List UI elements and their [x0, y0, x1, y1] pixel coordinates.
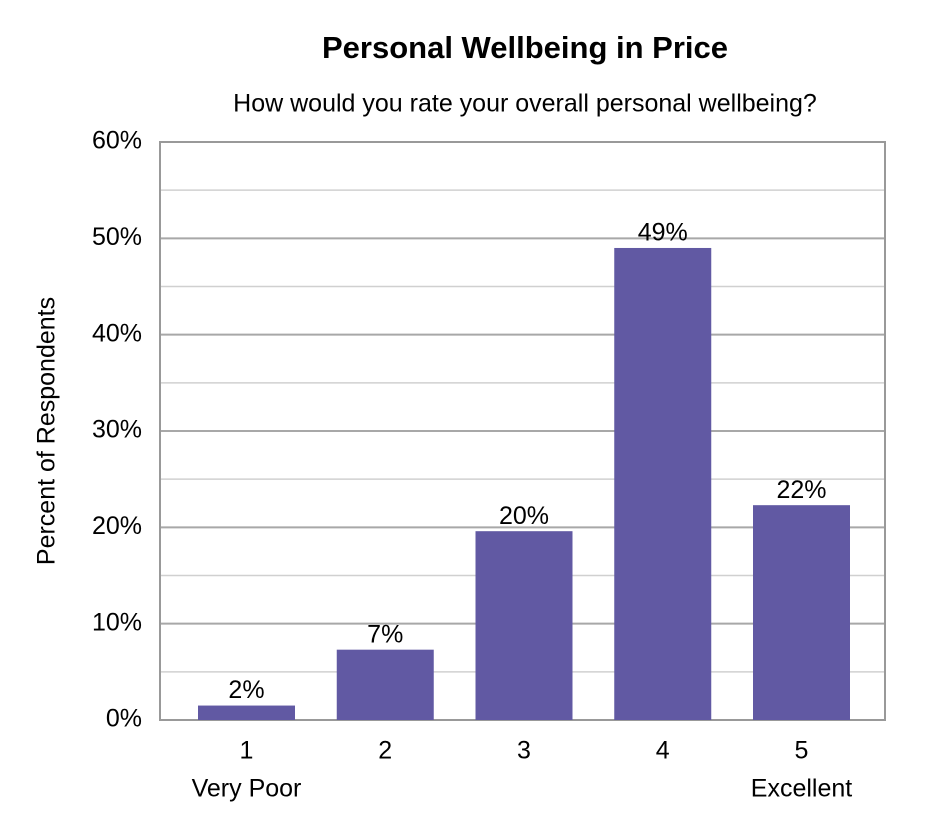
y-tick-label: 60%: [92, 127, 142, 155]
value-label: 2%: [228, 676, 264, 704]
bar: [753, 505, 850, 720]
chart-subtitle: How would you rate your overall personal…: [233, 90, 817, 118]
chart-title: Personal Wellbeing in Price: [322, 30, 728, 65]
x-tick-label: 1: [240, 737, 254, 765]
x-tick-label: 4: [656, 737, 670, 765]
y-tick-label: 20%: [92, 512, 142, 540]
x-tick-label: 2: [378, 737, 392, 765]
y-axis-label: Percent of Respondents: [33, 297, 61, 565]
y-tick-label: 40%: [92, 319, 142, 347]
bar: [614, 247, 712, 720]
x-tick-sublabel: Very Poor: [192, 775, 302, 803]
value-label: 22%: [776, 476, 826, 504]
y-tick-label: 30%: [92, 416, 142, 444]
value-label: 49%: [638, 219, 688, 247]
x-tick-label: 5: [795, 737, 809, 765]
x-tick-sublabel: Excellent: [751, 775, 852, 803]
bar: [198, 705, 295, 720]
value-label: 7%: [367, 620, 403, 648]
bar: [336, 649, 434, 720]
y-tick-label: 10%: [92, 608, 142, 636]
y-tick-label: 0%: [106, 705, 142, 733]
value-label: 20%: [499, 502, 549, 530]
bar: [475, 531, 573, 720]
y-tick-label: 50%: [92, 223, 142, 251]
x-tick-label: 3: [517, 737, 531, 765]
